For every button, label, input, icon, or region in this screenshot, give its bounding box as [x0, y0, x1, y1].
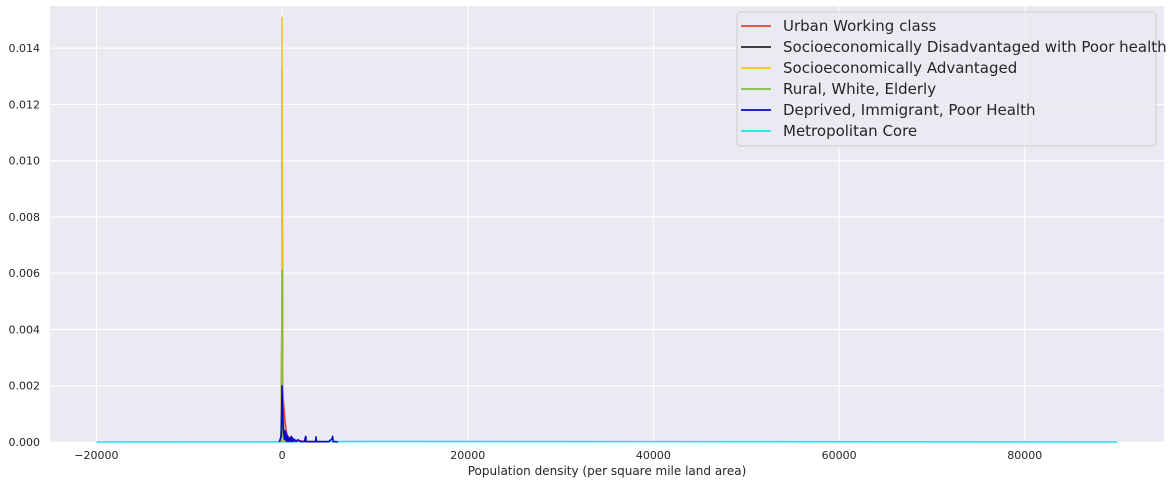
series-line-4	[278, 384, 338, 443]
legend-label-2: Socioeconomically Advantaged	[783, 59, 1017, 77]
legend: Urban Working class Socioeconomically Dis…	[736, 11, 1167, 147]
series-lines	[96, 16, 1118, 443]
y-tick-label: 0.010	[9, 155, 41, 168]
y-tick-label: 0.002	[9, 380, 41, 393]
legend-box	[736, 11, 1157, 147]
legend-label-4: Deprived, Immigrant, Poor Health	[783, 101, 1035, 119]
y-tick-label: 0.012	[9, 98, 41, 111]
x-tick-label: 20000	[450, 449, 485, 462]
y-tick-label: 0.008	[9, 211, 41, 224]
legend-label-3: Rural, White, Elderly	[783, 80, 936, 98]
legend-label-1: Socioeconomically Disadvantaged with Poo…	[783, 38, 1167, 56]
y-tick-label: 0.006	[9, 267, 41, 280]
tick-labels: −20000 0 20000 40000 60000 80000 0.000 0.002 0.0…	[9, 42, 1043, 462]
x-tick-label: 80000	[1007, 449, 1042, 462]
y-tick-label: 0.004	[9, 323, 41, 336]
y-tick-label: 0.014	[9, 42, 41, 55]
x-tick-label: −20000	[74, 449, 118, 462]
x-tick-label: 60000	[822, 449, 857, 462]
legend-label-5: Metropolitan Core	[783, 122, 917, 140]
x-tick-label: 0	[279, 449, 286, 462]
y-tick-label: 0.000	[9, 436, 41, 449]
legend-label-0: Urban Working class	[783, 17, 937, 35]
x-tick-label: 40000	[636, 449, 671, 462]
x-axis-label: Population density (per square mile land…	[468, 464, 747, 478]
series-line-5	[96, 440, 1118, 443]
